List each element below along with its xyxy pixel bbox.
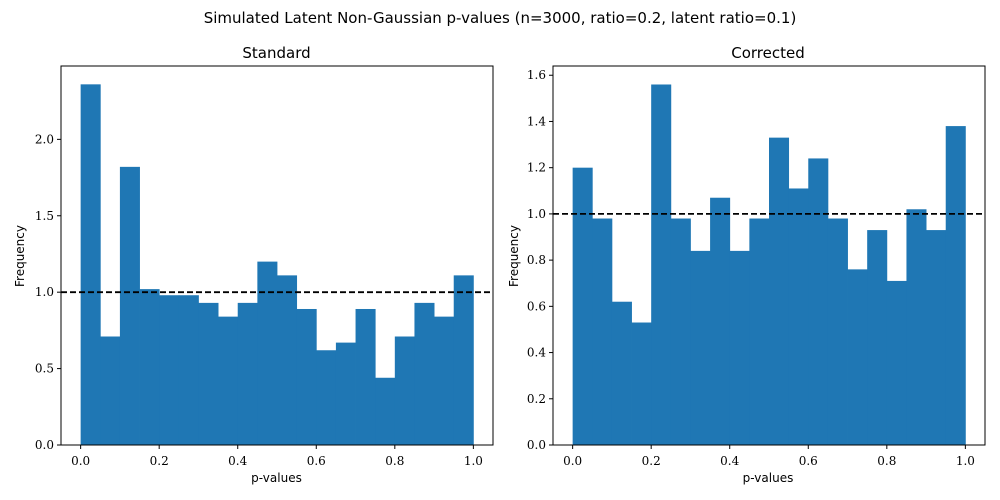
histogram-bar — [159, 295, 180, 445]
y-tick-label: 0.0 — [527, 438, 546, 452]
histogram-bar — [434, 316, 455, 445]
histogram-bar — [690, 250, 711, 445]
histogram-bar — [867, 230, 888, 445]
y-ticks-standard: 0.0 0.5 1.0 1.5 2.0 — [35, 132, 61, 452]
figure-title: Simulated Latent Non-Gaussian p-values (… — [204, 9, 797, 27]
histogram-bar — [375, 377, 396, 445]
histogram-bar — [119, 166, 140, 446]
panel-title-standard: Standard — [242, 44, 310, 62]
histogram-bar — [80, 84, 101, 445]
histogram-bar — [945, 126, 966, 445]
y-tick-label: 1.0 — [527, 207, 546, 221]
histogram-bar — [749, 218, 770, 445]
y-tick-label: 1.5 — [35, 209, 54, 223]
y-tick-label: 1.4 — [527, 114, 546, 128]
x-tick-label: 0.4 — [720, 454, 739, 468]
panel-standard: Standard 0.0 0.2 0.4 0.6 0.8 1.0 0.0 0.5 1.0 1.5… — [13, 44, 494, 485]
y-tick-label: 0.4 — [527, 346, 546, 360]
y-tick-label: 1.2 — [527, 161, 546, 175]
x-tick-label: 0.2 — [150, 454, 169, 468]
histogram-bar — [237, 302, 258, 446]
histogram-bar — [886, 280, 907, 445]
histogram-bar — [651, 84, 672, 446]
histogram-bar — [631, 322, 652, 445]
x-tick-label: 1.0 — [464, 454, 483, 468]
histogram-bar — [453, 275, 474, 445]
x-tick-label: 0.0 — [71, 454, 90, 468]
y-tick-label: 1.0 — [35, 285, 54, 299]
histogram-bar — [611, 301, 632, 445]
axes-frame-corrected — [552, 65, 986, 446]
histogram-bar — [592, 218, 613, 445]
x-tick-label: 0.4 — [228, 454, 247, 468]
x-ticks-corrected: 0.0 0.2 0.4 0.6 0.8 1.0 — [563, 445, 975, 468]
histogram-bar — [335, 342, 356, 445]
y-ticks-corrected: 0.0 0.2 0.4 0.6 0.8 1.0 1.2 1.4 1.6 — [527, 68, 553, 452]
histogram-bar — [572, 167, 593, 445]
y-axis-label-corrected: Frequency — [507, 225, 521, 287]
histogram-bar — [808, 158, 829, 445]
histogram-bar — [926, 230, 947, 445]
histogram-bar — [414, 302, 435, 446]
histogram-bar — [827, 218, 848, 445]
y-axis-label-standard: Frequency — [13, 225, 27, 287]
axes-frame-standard — [60, 65, 494, 446]
histogram-bar — [316, 350, 337, 445]
x-ticks-standard: 0.0 0.2 0.4 0.6 0.8 1.0 — [71, 445, 483, 468]
y-tick-label: 1.6 — [527, 68, 546, 82]
histogram-bar — [355, 308, 376, 445]
histogram-bar — [769, 137, 790, 445]
histogram-bar — [178, 295, 199, 445]
histogram-bar — [670, 218, 691, 445]
y-tick-label: 0.6 — [527, 299, 546, 313]
histogram-bar — [277, 275, 298, 445]
x-tick-label: 0.0 — [563, 454, 582, 468]
histogram-bar — [710, 197, 731, 445]
histogram-bar — [847, 269, 868, 445]
y-tick-label: 2.0 — [35, 132, 54, 146]
bars-corrected — [572, 84, 966, 446]
histogram-bar — [100, 336, 121, 445]
y-tick-label: 0.2 — [527, 392, 546, 406]
y-tick-label: 0.5 — [35, 362, 54, 376]
x-tick-label: 1.0 — [956, 454, 975, 468]
panel-corrected: Corrected 0.0 0.2 0.4 0.6 0.8 1.0 0.00.20.40.… — [507, 44, 986, 485]
x-tick-label: 0.8 — [385, 454, 404, 468]
histogram-bar — [257, 261, 278, 445]
x-tick-label: 0.8 — [877, 454, 896, 468]
histogram-bar — [198, 302, 219, 446]
x-tick-label: 0.6 — [307, 454, 326, 468]
histogram-bar — [906, 209, 927, 445]
histogram-bar — [139, 289, 160, 445]
y-tick-label: 0.0 — [35, 438, 54, 452]
x-tick-label: 0.2 — [642, 454, 661, 468]
histogram-bar — [394, 336, 415, 445]
x-axis-label-standard: p-values — [251, 471, 302, 485]
y-tick-label: 0.8 — [527, 253, 546, 267]
panel-title-corrected: Corrected — [731, 44, 805, 62]
bars-standard — [80, 84, 474, 446]
histogram-bar — [788, 188, 809, 446]
x-axis-label-corrected: p-values — [743, 471, 794, 485]
histogram-bar — [729, 250, 750, 445]
x-tick-label: 0.6 — [799, 454, 818, 468]
histogram-bar — [218, 316, 239, 445]
histogram-bar — [296, 308, 317, 445]
